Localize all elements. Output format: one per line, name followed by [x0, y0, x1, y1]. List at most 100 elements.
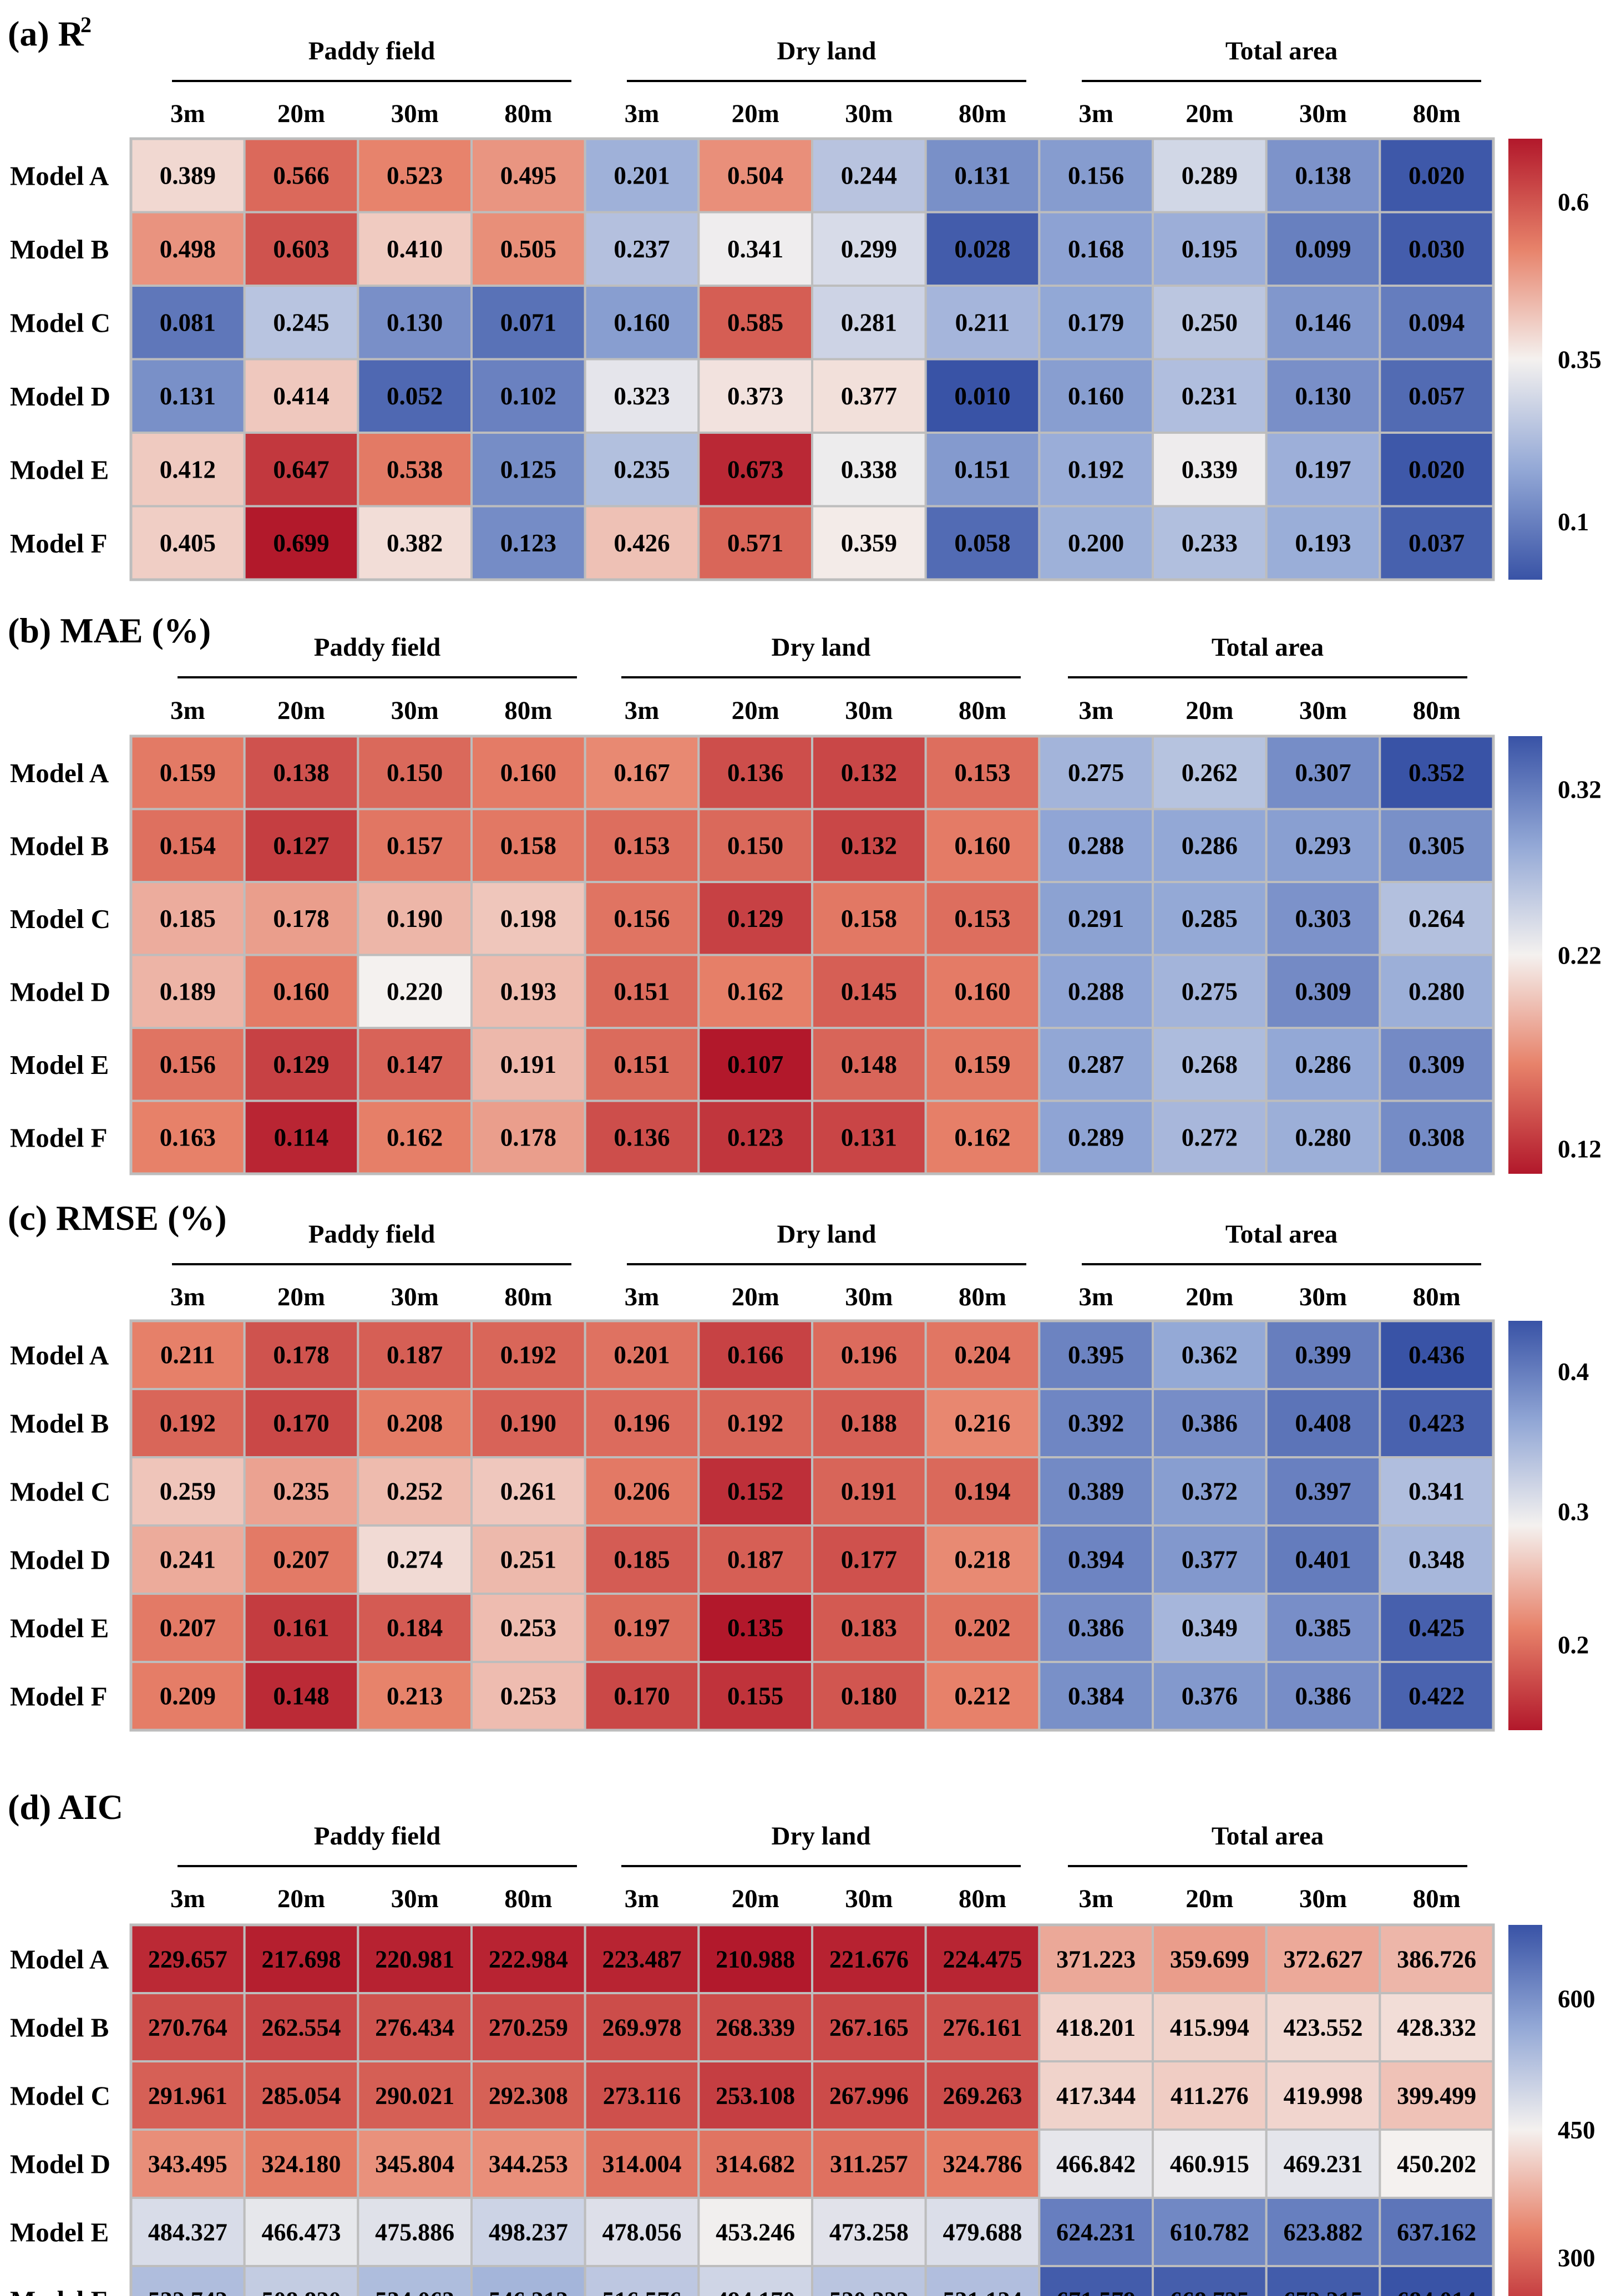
column-label: 30m: [845, 1884, 893, 1913]
cell-value: 460.915: [1170, 2151, 1249, 2178]
heatmap-cell: [1379, 2197, 1495, 2267]
cell-value: 0.253: [500, 1614, 556, 1642]
heatmap-cell: [243, 1661, 359, 1731]
cell-value: 276.434: [375, 2014, 454, 2041]
heatmap-cell: [584, 1456, 700, 1527]
cell-value: 0.020: [1409, 161, 1465, 189]
cell-value: 0.523: [387, 161, 443, 189]
heatmap-cell: [130, 2128, 246, 2199]
cell-value: 411.276: [1171, 2082, 1249, 2110]
colorbar-tick-label: 0.12: [1558, 1136, 1602, 1163]
group-header: Dry land: [772, 1822, 871, 1851]
column-label: 30m: [1299, 99, 1347, 128]
column-label: 3m: [170, 696, 205, 725]
cell-value: 0.237: [614, 235, 670, 263]
heatmap-cell: [811, 1593, 927, 1663]
heatmap-cell: [697, 1593, 814, 1663]
cell-value: 0.132: [841, 832, 897, 859]
cell-value: 343.495: [148, 2151, 227, 2178]
cell-value: 0.348: [1409, 1546, 1465, 1574]
colorbar-tick-label: 0.22: [1558, 942, 1602, 970]
row-label: Model F: [10, 2285, 108, 2296]
cell-value: 0.159: [954, 1051, 1010, 1078]
cell-value: 624.231: [1056, 2219, 1136, 2246]
cell-value: 0.127: [273, 832, 329, 859]
heatmap-cell: [924, 808, 1041, 883]
column-label: 30m: [1299, 696, 1347, 725]
column-label: 30m: [391, 99, 439, 128]
cell-value: 0.178: [500, 1123, 556, 1151]
cell-value: 0.131: [954, 161, 1010, 189]
row-label: Model B: [10, 1408, 109, 1439]
cell-value: 0.423: [1409, 1410, 1465, 1437]
heatmap-cell: [130, 1661, 246, 1731]
heatmap-cell: [1379, 954, 1495, 1029]
heatmap-cell: [1038, 1099, 1154, 1175]
heatmap-cell: [924, 2197, 1041, 2267]
cell-value: 0.349: [1182, 1614, 1238, 1642]
cell-value: 269.978: [602, 2014, 682, 2041]
heatmap-cell: [357, 1661, 473, 1731]
heatmap-cell: [811, 2060, 927, 2131]
cell-value: 0.151: [614, 1051, 670, 1078]
cell-value: 0.339: [1182, 455, 1238, 483]
heatmap-cell: [1152, 2265, 1268, 2296]
cell-value: 0.291: [1068, 905, 1124, 932]
heatmap-cell: [924, 735, 1041, 810]
row-label: Model F: [10, 528, 108, 559]
colorbar-tick-label: 0.1: [1558, 508, 1589, 536]
column-label: 80m: [1413, 1884, 1461, 1913]
heatmap-cell: [357, 211, 473, 287]
cell-value: 0.125: [500, 455, 556, 483]
cell-value: 0.289: [1068, 1123, 1124, 1151]
cell-value: 285.054: [262, 2082, 341, 2110]
cell-value: 222.984: [489, 1946, 568, 1973]
cell-value: 466.473: [262, 2219, 341, 2246]
heatmap-cell: [470, 1099, 586, 1175]
cell-value: 371.223: [1056, 1946, 1136, 1973]
heatmap-panel-2: (b) MAE (%) Paddy field Dry land Total area…: [8, 611, 1602, 1175]
row-label: Model E: [10, 1050, 109, 1080]
cell-value: 0.286: [1182, 832, 1238, 859]
cell-value: 0.158: [841, 905, 897, 932]
row-label: Model E: [10, 454, 109, 485]
column-label: 30m: [845, 696, 893, 725]
cell-value: 0.135: [727, 1614, 783, 1642]
cell-value: 0.362: [1182, 1341, 1238, 1369]
cell-value: 0.233: [1182, 529, 1238, 557]
heatmap-cell: [470, 1524, 586, 1595]
cell-value: 637.162: [1397, 2219, 1476, 2246]
cell-value: 0.208: [387, 1410, 443, 1437]
heatmap-cell: [1152, 1524, 1268, 1595]
row-label: Model D: [10, 1545, 110, 1575]
group-header: Dry land: [777, 37, 877, 65]
column-label: 3m: [170, 99, 205, 128]
column-label: 80m: [504, 696, 552, 725]
cell-value: 532.742: [148, 2287, 227, 2296]
heatmap-cell: [357, 432, 473, 508]
heatmap-cell: [697, 2265, 814, 2296]
heatmap-cell: [243, 1593, 359, 1663]
cell-value: 0.422: [1409, 1682, 1465, 1710]
cell-value: 0.028: [954, 235, 1010, 263]
cell-value: 0.412: [160, 455, 216, 483]
column-label: 20m: [1186, 1884, 1233, 1913]
cell-value: 0.190: [500, 1410, 556, 1437]
heatmap-cell: [130, 1924, 246, 1994]
column-label: 80m: [959, 696, 1006, 725]
cell-value: 0.235: [614, 455, 670, 483]
cell-value: 0.288: [1068, 832, 1124, 859]
heatmap-cell: [357, 1524, 473, 1595]
column-label: 20m: [732, 696, 779, 725]
cell-value: 0.253: [500, 1682, 556, 1710]
cell-value: 0.157: [387, 832, 443, 859]
group-header: Dry land: [777, 1220, 877, 1249]
column-label: 3m: [170, 1884, 205, 1913]
group-header: Paddy field: [308, 1220, 435, 1249]
heatmap-cell: [697, 211, 814, 287]
heatmap-cell: [1152, 1661, 1268, 1731]
heatmap-cell: [470, 211, 586, 287]
column-label: 30m: [391, 1884, 439, 1913]
cell-value: 270.259: [489, 2014, 568, 2041]
cell-value: 0.057: [1409, 382, 1465, 410]
